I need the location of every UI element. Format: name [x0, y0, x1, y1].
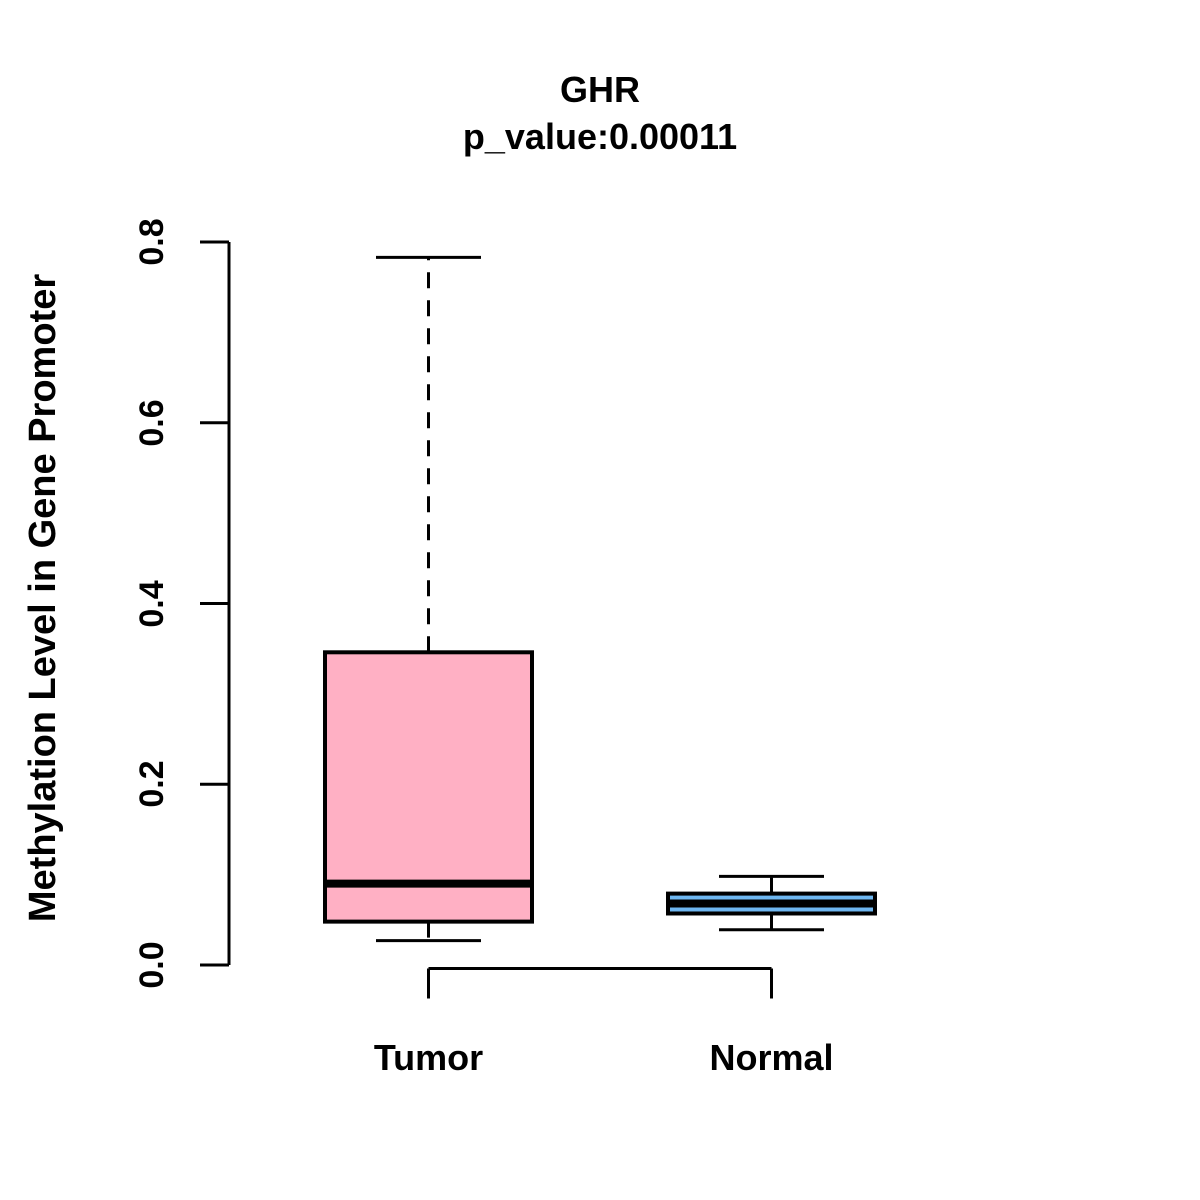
chart-title: GHR: [560, 69, 640, 110]
box-normal: [666, 874, 877, 932]
x-category-label-normal: Normal: [709, 1037, 834, 1078]
y-tick-label: 0.0: [133, 941, 171, 989]
y-tick-label: 0.6: [133, 399, 171, 447]
iqr-box: [323, 650, 534, 924]
chart-subtitle-pvalue: p_value:0.00011: [462, 116, 738, 157]
y-tick-label: 0.2: [133, 760, 171, 808]
y-tick-label: 0.4: [133, 579, 171, 628]
y-tick-label: 0.8: [133, 218, 171, 266]
x-axis: [427, 967, 773, 999]
x-category-label-tumor: Tumor: [373, 1037, 484, 1078]
box-tumor: [323, 255, 534, 943]
y-axis: [200, 240, 231, 967]
